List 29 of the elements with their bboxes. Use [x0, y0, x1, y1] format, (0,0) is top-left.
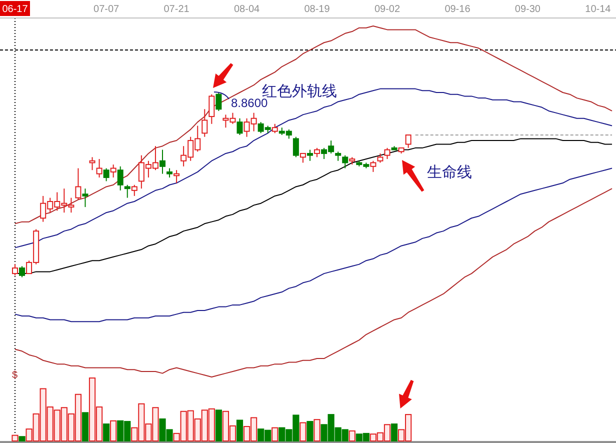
x-tick-label: 09-30 [514, 4, 541, 15]
x-tick-label: 10-14 [585, 4, 612, 15]
candlestick [89, 156, 96, 171]
bar [110, 420, 117, 442]
bar [390, 423, 398, 442]
bar [236, 420, 244, 442]
candlestick [174, 170, 180, 184]
x-tick-label: 07-21 [164, 4, 190, 15]
bar [18, 436, 26, 442]
bar [306, 420, 314, 442]
candlestick [159, 149, 166, 174]
bar [215, 410, 222, 442]
x-tick-label: 09-02 [374, 4, 400, 15]
candlestick [202, 108, 208, 138]
bar [314, 419, 320, 442]
annotation: $ [12, 370, 18, 381]
x-tick-label: 08-19 [304, 4, 330, 15]
bar [348, 430, 356, 442]
bar [103, 423, 110, 442]
x-tick-label: 06-17 [2, 4, 28, 15]
bar [12, 434, 18, 442]
x-tick-label: 07-07 [94, 4, 120, 15]
annotation: 生命线 [427, 164, 472, 181]
bar [82, 412, 89, 442]
x-tick-label: 08-04 [234, 4, 260, 15]
candlestick [82, 188, 88, 208]
bar [272, 427, 278, 442]
bar [300, 422, 306, 442]
x-tick-label: 09-16 [444, 4, 471, 15]
